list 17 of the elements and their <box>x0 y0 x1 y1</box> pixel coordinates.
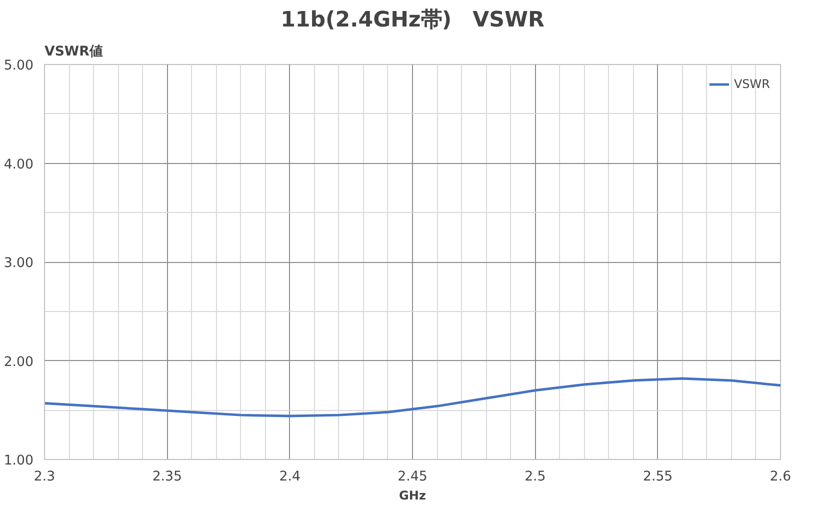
x-tick-label: 2.45 <box>398 470 428 484</box>
chart-title: 11b(2.4GHz帯) VSWR <box>280 8 544 32</box>
x-tick-label: 2.3 <box>34 470 56 484</box>
y-tick-label: 3.00 <box>4 256 34 271</box>
x-tick-label: 2.55 <box>642 470 673 484</box>
y-axis-title: VSWR値 <box>44 44 102 60</box>
y-tick-label: 2.00 <box>4 354 34 370</box>
y-tick-label: 4.00 <box>4 157 34 172</box>
x-tick-label: 2.5 <box>524 470 546 484</box>
x-axis-title: GHz <box>399 488 426 502</box>
y-tick-label: 5.00 <box>4 58 34 74</box>
y-tick-label: 1.00 <box>4 454 34 468</box>
x-tick-label: 2.35 <box>152 470 182 484</box>
legend-label: VSWR <box>734 77 770 91</box>
x-tick-label: 2.4 <box>279 470 300 484</box>
x-tick-label: 2.6 <box>770 470 792 484</box>
line-series <box>44 377 780 418</box>
